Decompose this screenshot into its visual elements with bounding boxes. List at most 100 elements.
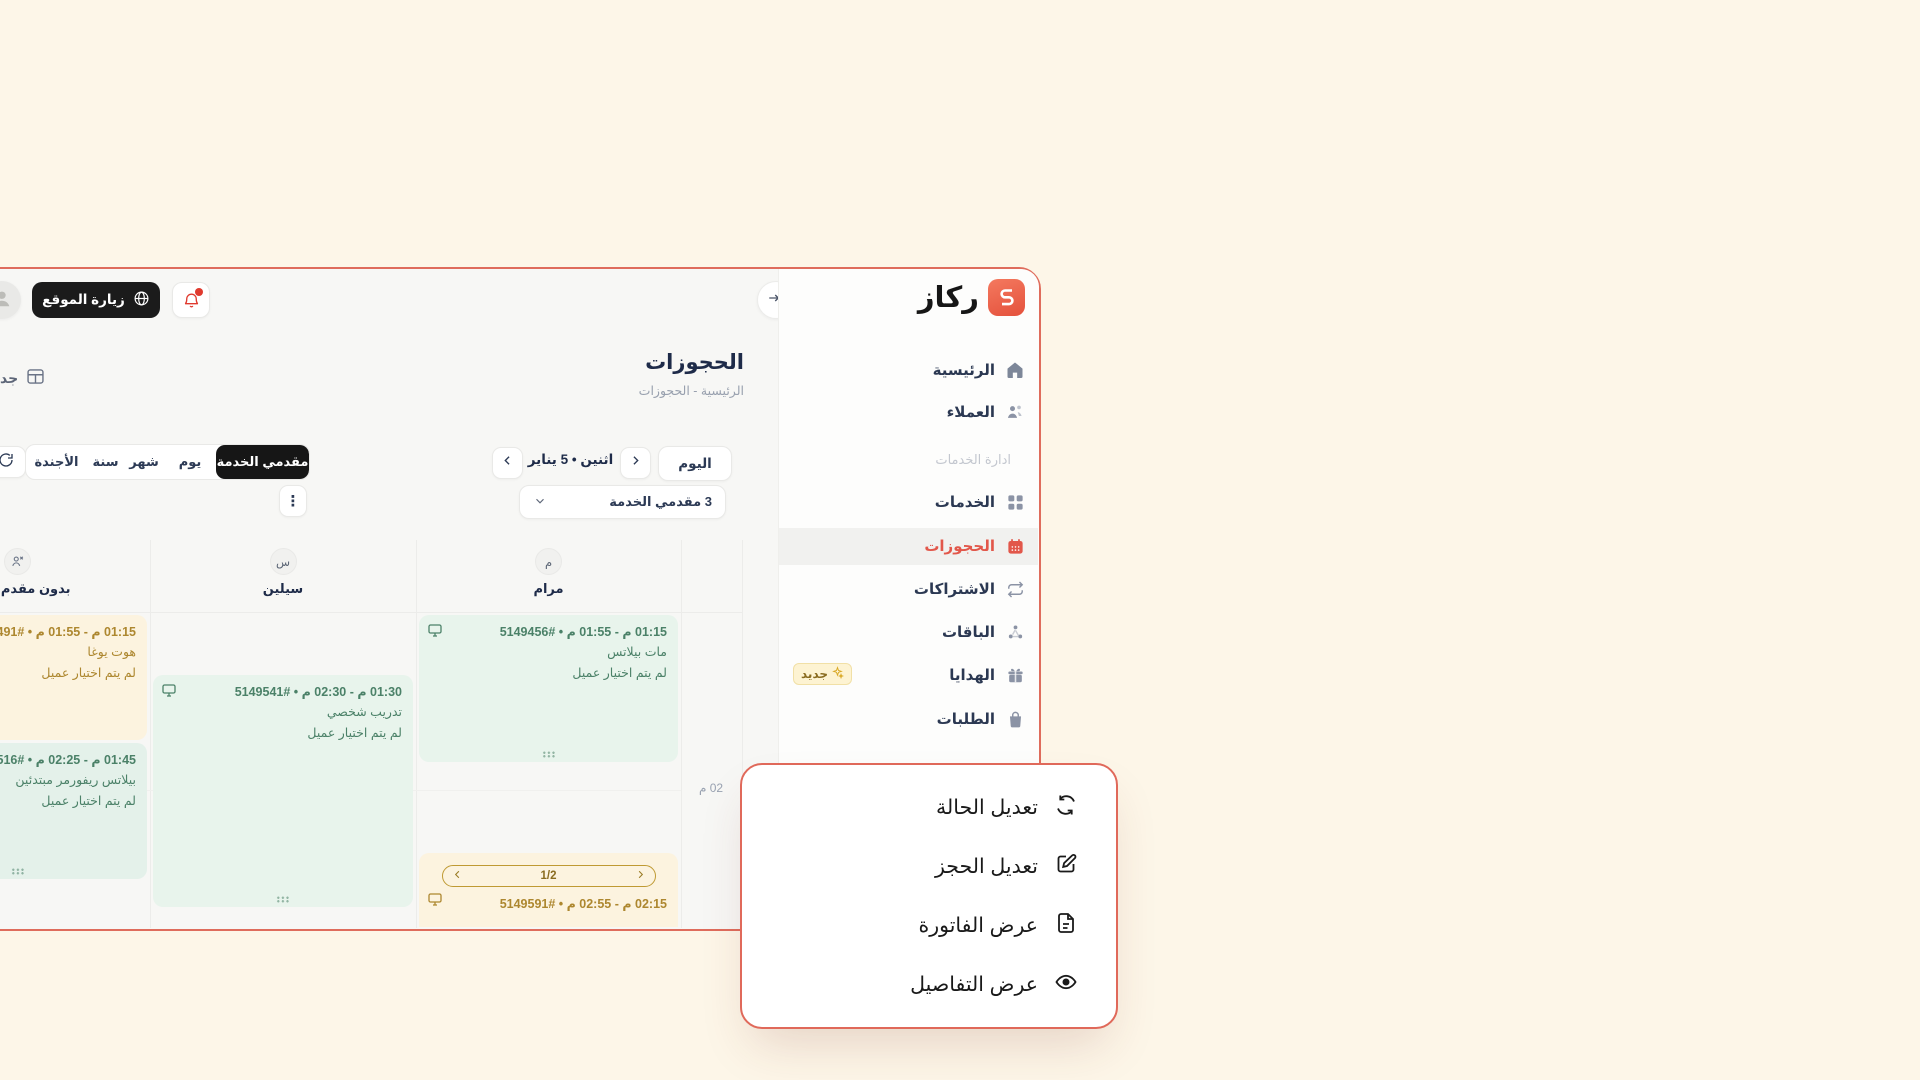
booking-card[interactable]: 01:15 م - 01:55 م • #5149491 هوت يوغا لم… — [0, 615, 147, 740]
logo-icon — [988, 278, 1025, 316]
sidebar-item-customers[interactable]: العملاء — [778, 394, 1025, 430]
sidebar-item-label: الطلبات — [936, 711, 995, 728]
breadcrumb[interactable]: الرئيسية - الحجوزات — [638, 384, 744, 398]
sync-icon — [1054, 793, 1078, 823]
column-header-no-provider[interactable]: بدون مقدم خدمة — [0, 548, 150, 597]
calendar-icon — [1005, 536, 1025, 556]
booking-context-menu: تعديل الحالة تعديل الحجز عرض الفاتورة عر… — [740, 763, 1118, 1029]
page-title: الحجوزات — [645, 351, 744, 374]
more-options-button[interactable]: ⋮ — [279, 485, 307, 517]
menu-item-label: تعديل الحجز — [934, 855, 1038, 878]
visit-site-button[interactable]: زيارة الموقع — [32, 282, 160, 318]
resize-handle[interactable] — [541, 751, 556, 758]
current-date-label: اثنين • 5 يناير — [527, 452, 614, 467]
providers-filter-dropdown[interactable]: 3 مقدمي الخدمة — [519, 485, 726, 519]
booking-time-id: 01:15 م - 01:55 م • #5149456 — [499, 625, 667, 639]
booking-client: لم يتم اختيار عميل — [307, 726, 402, 740]
provider-avatar: س — [269, 548, 297, 575]
page-prev-icon[interactable] — [452, 867, 463, 885]
sidebar-item-subscriptions[interactable]: الاشتراكات — [778, 571, 1025, 607]
providers-filter-label: 3 مقدمي الخدمة — [609, 494, 712, 509]
chevron-down-icon — [533, 494, 547, 511]
sidebar-item-orders[interactable]: الطلبات — [778, 701, 1025, 737]
sidebar-item-label: الحجوزات — [924, 538, 995, 555]
gift-icon — [1005, 665, 1025, 685]
repeat-icon — [1005, 579, 1025, 599]
column-header-maram[interactable]: م مرام — [416, 548, 681, 597]
tab-year[interactable]: سنة — [92, 454, 119, 469]
visit-site-label: زيارة الموقع — [42, 292, 125, 307]
online-session-icon — [428, 624, 442, 642]
menu-item-edit-booking[interactable]: تعديل الحجز — [780, 837, 1078, 896]
today-button[interactable]: اليوم — [658, 446, 732, 481]
sidebar-item-label: الهدايا — [949, 667, 995, 684]
column-divider — [150, 540, 151, 928]
table-grid-icon — [25, 366, 46, 390]
refresh-button[interactable] — [0, 446, 26, 478]
grid-view-label: جد — [0, 369, 19, 386]
tab-providers[interactable]: مقدمي الخدمة — [216, 445, 309, 479]
nodes-icon — [1005, 622, 1025, 642]
collapse-sidebar-icon — [767, 289, 785, 312]
view-tabs: مقدمي الخدمة يوم شهر سنة الأجندة — [25, 444, 310, 480]
bell-icon — [182, 287, 203, 310]
person-x-icon — [4, 548, 31, 575]
booking-service: هوت يوغا — [87, 645, 136, 659]
sidebar-item-label: الاشتراكات — [913, 581, 995, 598]
new-badge-label: جديد — [801, 667, 829, 681]
booking-client: لم يتم اختيار عميل — [41, 666, 136, 680]
tab-month[interactable]: شهر — [129, 454, 159, 469]
online-session-icon — [428, 893, 442, 911]
column-divider — [681, 540, 682, 928]
booking-service: تدريب شخصي — [326, 705, 402, 719]
users-icon — [1005, 402, 1025, 422]
booking-time-id: 01:45 م - 02:25 م • #5149516 — [0, 753, 136, 767]
online-session-icon — [162, 684, 176, 702]
booking-time-id: 02:15 م - 02:55 م • #5149591 — [499, 897, 667, 911]
refresh-icon — [0, 452, 14, 473]
active-nav-highlight — [779, 528, 1038, 565]
avatar[interactable] — [0, 281, 21, 319]
grid-view-toggle[interactable]: جد — [0, 362, 46, 394]
menu-item-view-invoice[interactable]: عرض الفاتورة — [780, 896, 1078, 955]
logo[interactable]: ركاز — [778, 276, 1025, 318]
notifications-button[interactable] — [172, 282, 210, 318]
tab-day[interactable]: يوم — [178, 454, 202, 469]
page-next-icon[interactable] — [635, 867, 646, 885]
resize-handle[interactable] — [276, 896, 290, 903]
card-pagination: 1/2 — [441, 865, 656, 887]
date-prev-button[interactable] — [620, 447, 651, 479]
booking-client: لم يتم اختيار عميل — [572, 666, 667, 680]
menu-item-edit-status[interactable]: تعديل الحالة — [780, 778, 1078, 837]
sidebar-item-label: الباقات — [941, 624, 995, 641]
sidebar-item-services[interactable]: الخدمات — [778, 484, 1025, 520]
sparkle-icon — [831, 666, 845, 682]
booking-card[interactable]: 01:30 م - 02:30 م • #5149541 تدريب شخصي … — [153, 675, 413, 907]
eye-icon — [1054, 970, 1078, 1000]
page-indicator: 1/2 — [540, 870, 557, 882]
bag-icon — [1005, 709, 1025, 729]
globe-icon — [133, 290, 150, 310]
sidebar-item-bookings[interactable]: الحجوزات — [778, 528, 1025, 564]
time-gutter-label: 02 م — [698, 781, 724, 795]
tab-agenda[interactable]: الأجندة — [34, 454, 79, 469]
provider-name: بدون مقدم خدمة — [0, 581, 71, 596]
menu-item-view-details[interactable]: عرض التفاصيل — [780, 955, 1078, 1014]
grid-icon — [1005, 492, 1025, 512]
sidebar-item-packages[interactable]: الباقات — [778, 614, 1025, 650]
sidebar-item-gifts[interactable]: الهدايا — [778, 657, 1025, 693]
provider-avatar: م — [535, 548, 562, 575]
date-next-button[interactable] — [492, 447, 523, 479]
column-divider — [416, 540, 417, 928]
booking-card-stacked[interactable]: 1/2 02:15 م - 02:55 م • #5149591 — [419, 853, 678, 927]
resize-handle[interactable] — [10, 868, 25, 875]
booking-time-id: 01:30 م - 02:30 م • #5149541 — [234, 685, 402, 699]
booking-time-id: 01:15 م - 01:55 م • #5149491 — [0, 625, 136, 639]
provider-name: مرام — [533, 581, 564, 596]
sidebar-item-home[interactable]: الرئيسية — [778, 352, 1025, 388]
column-header-celine[interactable]: س سيلين — [150, 548, 416, 597]
booking-card[interactable]: 01:15 م - 01:55 م • #5149456 مات بيلاتس … — [419, 615, 678, 762]
notification-dot — [194, 287, 203, 296]
booking-card[interactable]: 01:45 م - 02:25 م • #5149516 بيلاتس ريفو… — [0, 743, 147, 879]
